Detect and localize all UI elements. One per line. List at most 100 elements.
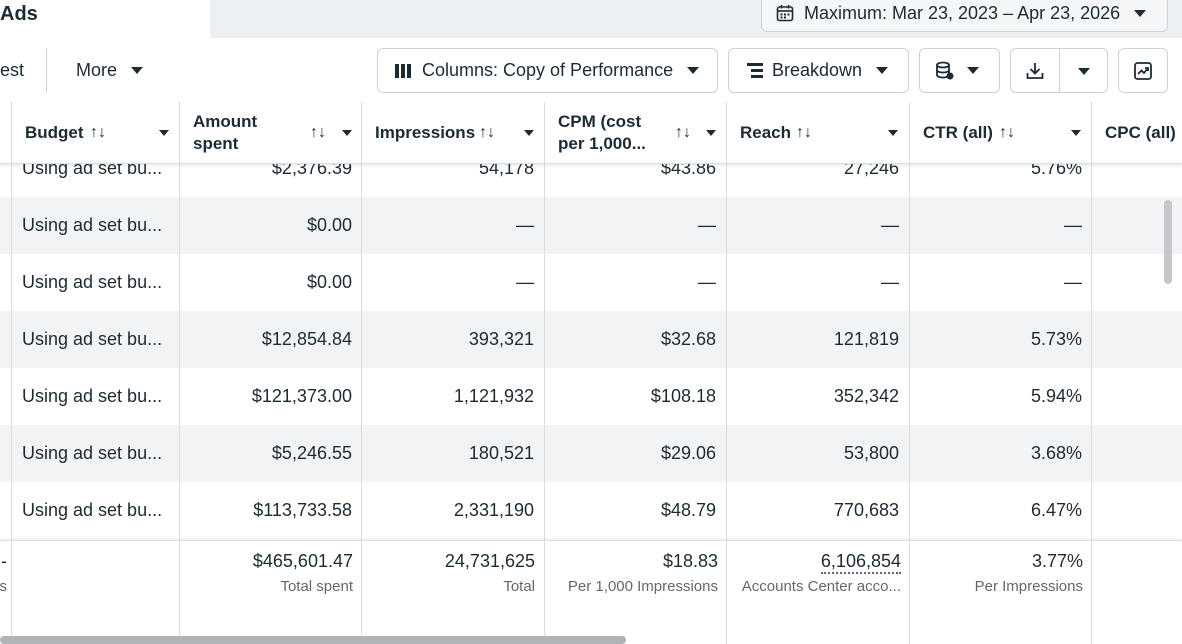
- amount-spent-cell: $0.00: [306, 215, 352, 235]
- total-label: Per Impressions: [974, 578, 1083, 595]
- test-button[interactable]: est: [0, 48, 24, 92]
- column-divider: [726, 541, 727, 644]
- chevron-down-icon[interactable]: [524, 130, 534, 136]
- export-button[interactable]: [1010, 48, 1108, 93]
- chevron-down-icon[interactable]: [1071, 130, 1081, 136]
- sort-icon[interactable]: ↑↓: [675, 124, 691, 141]
- chevron-down-icon[interactable]: [888, 130, 898, 136]
- columns-icon: [395, 63, 411, 78]
- column-divider: [1091, 541, 1092, 644]
- chart-icon: [1134, 61, 1152, 80]
- export-divider: [1059, 49, 1060, 92]
- sort-icon[interactable]: ↑↓: [90, 124, 106, 141]
- date-range-label: Maximum: Mar 23, 2023 – Apr 23, 2026: [804, 2, 1121, 23]
- table-row[interactable]: Using ad set bu... $0.00 — — — —: [0, 254, 1182, 311]
- reach-cell: 121,819: [833, 329, 899, 349]
- columns-button-label: Columns: Copy of Performance: [422, 60, 674, 80]
- table-row[interactable]: Using ad set bu... $5,246.55 180,521 $29…: [0, 425, 1182, 482]
- impressions-cell: 180,521: [468, 443, 534, 463]
- column-divider: [726, 102, 727, 164]
- impressions-cell: 393,321: [468, 329, 534, 349]
- table-row[interactable]: Using ad set bu... $121,373.00 1,121,932…: [0, 368, 1182, 425]
- reach-cell: 53,800: [843, 443, 899, 463]
- cpm-cell: $29.06: [660, 443, 716, 463]
- cpm-cell: $108.18: [650, 386, 716, 406]
- column-divider: [1091, 102, 1092, 644]
- toolbar-divider: [46, 48, 47, 92]
- vertical-scrollbar[interactable]: [1164, 200, 1172, 284]
- columns-button[interactable]: Columns: Copy of Performance: [377, 48, 718, 93]
- ctr-cell: —: [1064, 215, 1082, 235]
- column-divider: [361, 102, 362, 644]
- toolbar: est More Columns: Copy of Performance Br…: [0, 38, 1182, 102]
- budget-cell: Using ad set bu...: [22, 329, 163, 349]
- breakdown-button-label: Breakdown: [772, 60, 863, 80]
- column-divider: [544, 102, 545, 164]
- total-value: $18.83: [662, 551, 718, 571]
- ctr-cell: 6.47%: [1030, 500, 1082, 520]
- calendar-icon: [776, 5, 794, 22]
- column-header-label: CPM (cost per 1,000...: [558, 112, 646, 153]
- column-divider: [909, 541, 910, 644]
- amount-spent-cell: $113,733.58: [253, 500, 352, 520]
- chevron-down-icon[interactable]: [342, 130, 352, 136]
- ads-tab-title: Ads: [0, 3, 38, 25]
- reports-button[interactable]: [919, 48, 1000, 93]
- total-amount-spent: $465,601.47 Total spent: [180, 541, 361, 641]
- breakdown-button[interactable]: Breakdown: [728, 48, 909, 93]
- chevron-down-icon[interactable]: [706, 130, 716, 136]
- sort-icon[interactable]: ↑↓: [310, 124, 326, 141]
- ads-tab[interactable]: Ads: [0, 0, 210, 38]
- cpm-cell: —: [698, 215, 716, 235]
- total-ctr: 3.77% Per Impressions: [910, 541, 1091, 641]
- column-divider: [1091, 102, 1092, 164]
- breakdown-icon: [747, 62, 763, 78]
- reach-cell: 770,683: [833, 500, 899, 520]
- column-header-ctr[interactable]: CTR (all) ↑↓: [910, 102, 1091, 164]
- chevron-down-icon: [687, 67, 700, 74]
- sort-icon[interactable]: ↑↓: [999, 124, 1015, 141]
- column-divider: [11, 102, 12, 644]
- ctr-cell: 5.94%: [1030, 386, 1082, 406]
- horizontal-scrollbar[interactable]: [0, 636, 626, 644]
- budget-cell: Using ad set bu...: [22, 215, 163, 235]
- table-row[interactable]: Using ad set bu... $113,733.58 2,331,190…: [0, 482, 1182, 539]
- more-button[interactable]: More: [76, 48, 144, 92]
- reach-cell: 352,342: [833, 386, 899, 406]
- total-value: 24,731,625: [444, 551, 535, 571]
- table-row[interactable]: Using ad set bu... $12,854.84 393,321 $3…: [0, 311, 1182, 368]
- budget-cell: Using ad set bu...: [22, 443, 163, 463]
- total-reach: 6,106,854 Accounts Center acco...: [727, 541, 909, 641]
- impressions-cell: —: [516, 215, 534, 235]
- sort-icon[interactable]: ↑↓: [479, 124, 495, 141]
- table-row[interactable]: Using ad set bu... $0.00 — — — —: [0, 197, 1182, 254]
- column-divider: [544, 102, 545, 644]
- total-label: Accounts Center acco...: [741, 578, 901, 595]
- column-divider: [11, 541, 12, 644]
- total-value[interactable]: 6,106,854: [820, 551, 901, 574]
- total-label: Total spent: [280, 578, 353, 595]
- column-header-cpc[interactable]: CPC (all): [1092, 102, 1182, 164]
- column-divider: [544, 541, 545, 644]
- impressions-cell: 1,121,932: [453, 386, 534, 406]
- column-header-budget[interactable]: Budget ↑↓: [12, 102, 179, 164]
- column-divider: [361, 102, 362, 164]
- budget-cell: Using ad set bu...: [22, 386, 163, 406]
- date-range-button[interactable]: Maximum: Mar 23, 2023 – Apr 23, 2026: [761, 0, 1168, 32]
- cpm-cell: $48.79: [660, 500, 716, 520]
- column-header-reach[interactable]: Reach ↑↓: [727, 102, 909, 164]
- column-header-cpm[interactable]: CPM (cost per 1,000... ↑↓: [545, 102, 726, 164]
- view-charts-button[interactable]: [1118, 48, 1168, 93]
- column-header-amount-spent[interactable]: Amount spent ↑↓: [180, 102, 361, 164]
- column-divider: [179, 102, 180, 164]
- chevron-down-icon[interactable]: [1078, 68, 1090, 75]
- total-value: 3.77%: [1031, 551, 1083, 571]
- column-divider: [726, 102, 727, 644]
- top-bar: Ads Maximum: Mar 23, 2023 – Apr 23, 2026: [0, 0, 1182, 38]
- sort-icon[interactable]: ↑↓: [796, 124, 812, 141]
- column-divider: [909, 102, 910, 164]
- chevron-down-icon[interactable]: [159, 130, 169, 136]
- ctr-cell: 3.68%: [1030, 443, 1082, 463]
- column-header-impressions[interactable]: Impressions ↑↓: [362, 102, 544, 164]
- totals-partial-cell: - s: [0, 551, 7, 595]
